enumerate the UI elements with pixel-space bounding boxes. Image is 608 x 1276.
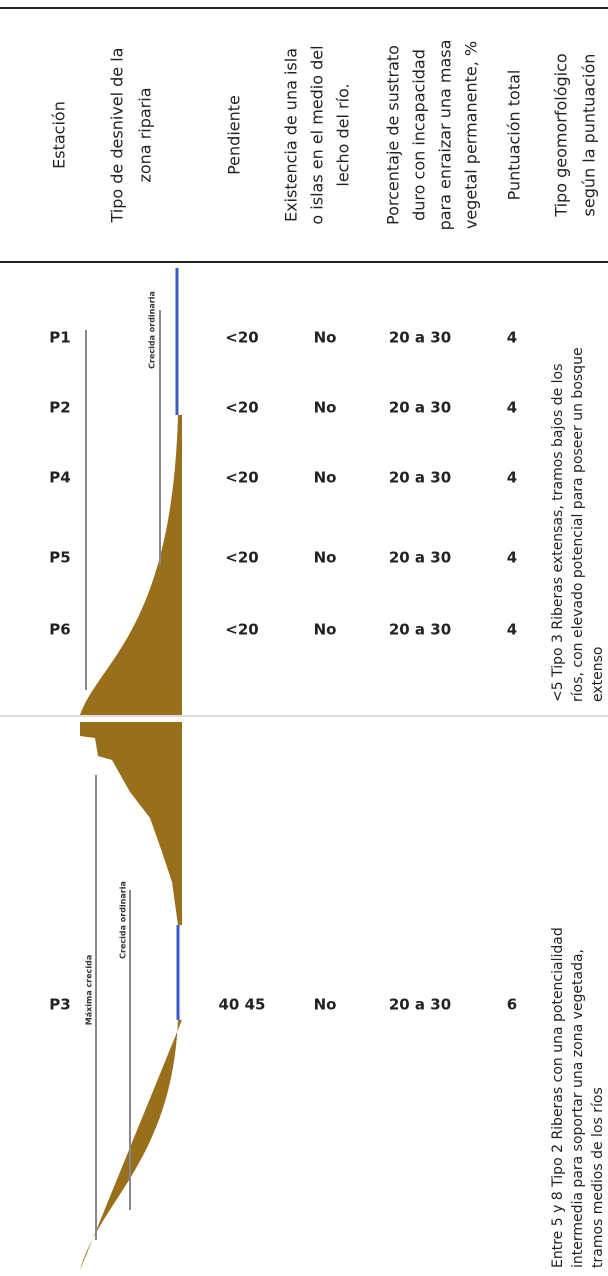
column-header: Estación [50, 101, 69, 169]
cell: 20 a 30 [389, 996, 451, 1014]
geomorphology-text: tramos medios de los ríos [590, 1087, 606, 1268]
column-header: zona riparia [136, 87, 155, 182]
cell: No [314, 621, 337, 639]
cell: <20 [225, 621, 258, 639]
cell: <20 [225, 399, 258, 417]
cell: 4 [507, 399, 517, 417]
cell: P3 [49, 996, 70, 1014]
cell: P5 [49, 549, 70, 567]
column-header: vegetal permanente, % [462, 41, 481, 229]
cell: 4 [507, 549, 517, 567]
column-header: Porcentaje de sustrato [384, 45, 403, 225]
cell: 40 45 [219, 996, 266, 1014]
cell: <20 [225, 549, 258, 567]
diagram-label: Crecida ordinaria [148, 291, 157, 369]
geomorphology-text: <5 Tipo 3 Riberas extensas, tramos bajos… [550, 364, 566, 702]
cell: No [314, 549, 337, 567]
cell: P2 [49, 399, 70, 417]
column-header: Pendiente [225, 95, 244, 175]
column-header: Existencia de una isla [282, 48, 301, 222]
cell: 4 [507, 621, 517, 639]
cell: P6 [49, 621, 70, 639]
geomorphology-text: intermedia para soportar una zona vegeta… [570, 949, 586, 1268]
cell: P1 [49, 329, 70, 347]
bank-profile [80, 415, 182, 715]
cell: 4 [507, 469, 517, 487]
cell: <20 [225, 469, 258, 487]
column-header: o islas en el medio del [308, 45, 327, 224]
cell: No [314, 996, 337, 1014]
cell: 20 a 30 [389, 329, 451, 347]
table: Estación Tipo de desnivel de la zona ripar… [0, 0, 608, 1276]
column-header: lecho del río. [334, 83, 353, 186]
cell: No [314, 399, 337, 417]
page: {"header":{"columns":[["Estación"],["Tip… [0, 0, 608, 1276]
column-header: duro con incapacidad [410, 49, 429, 221]
cell: 20 a 30 [389, 469, 451, 487]
cell: No [314, 329, 337, 347]
cell: 20 a 30 [389, 399, 451, 417]
column-header: según la puntuación [580, 54, 599, 217]
diagram-label: Máxima crecida [85, 955, 94, 1026]
cell: 6 [507, 996, 517, 1014]
cell: 4 [507, 329, 517, 347]
cell: <20 [225, 329, 258, 347]
geomorphology-text: ríos, con elevado potencial para poseer … [570, 347, 586, 702]
column-header: Tipo de desnivel de la [108, 48, 127, 224]
geomorphology-text: extenso [590, 647, 606, 703]
column-header: para enraizar una masa [436, 40, 455, 231]
geomorphology-text: Entre 5 y 8 Tipo 2 Riberas con una poten… [550, 927, 566, 1268]
cell: No [314, 469, 337, 487]
column-header: Puntuación total [505, 70, 524, 201]
cell: P4 [49, 469, 70, 487]
diagram-label: Crecida ordinaria [119, 881, 128, 959]
cell: 20 a 30 [389, 549, 451, 567]
cell: 20 a 30 [389, 621, 451, 639]
column-header: Tipo geomorfológico [552, 53, 571, 217]
